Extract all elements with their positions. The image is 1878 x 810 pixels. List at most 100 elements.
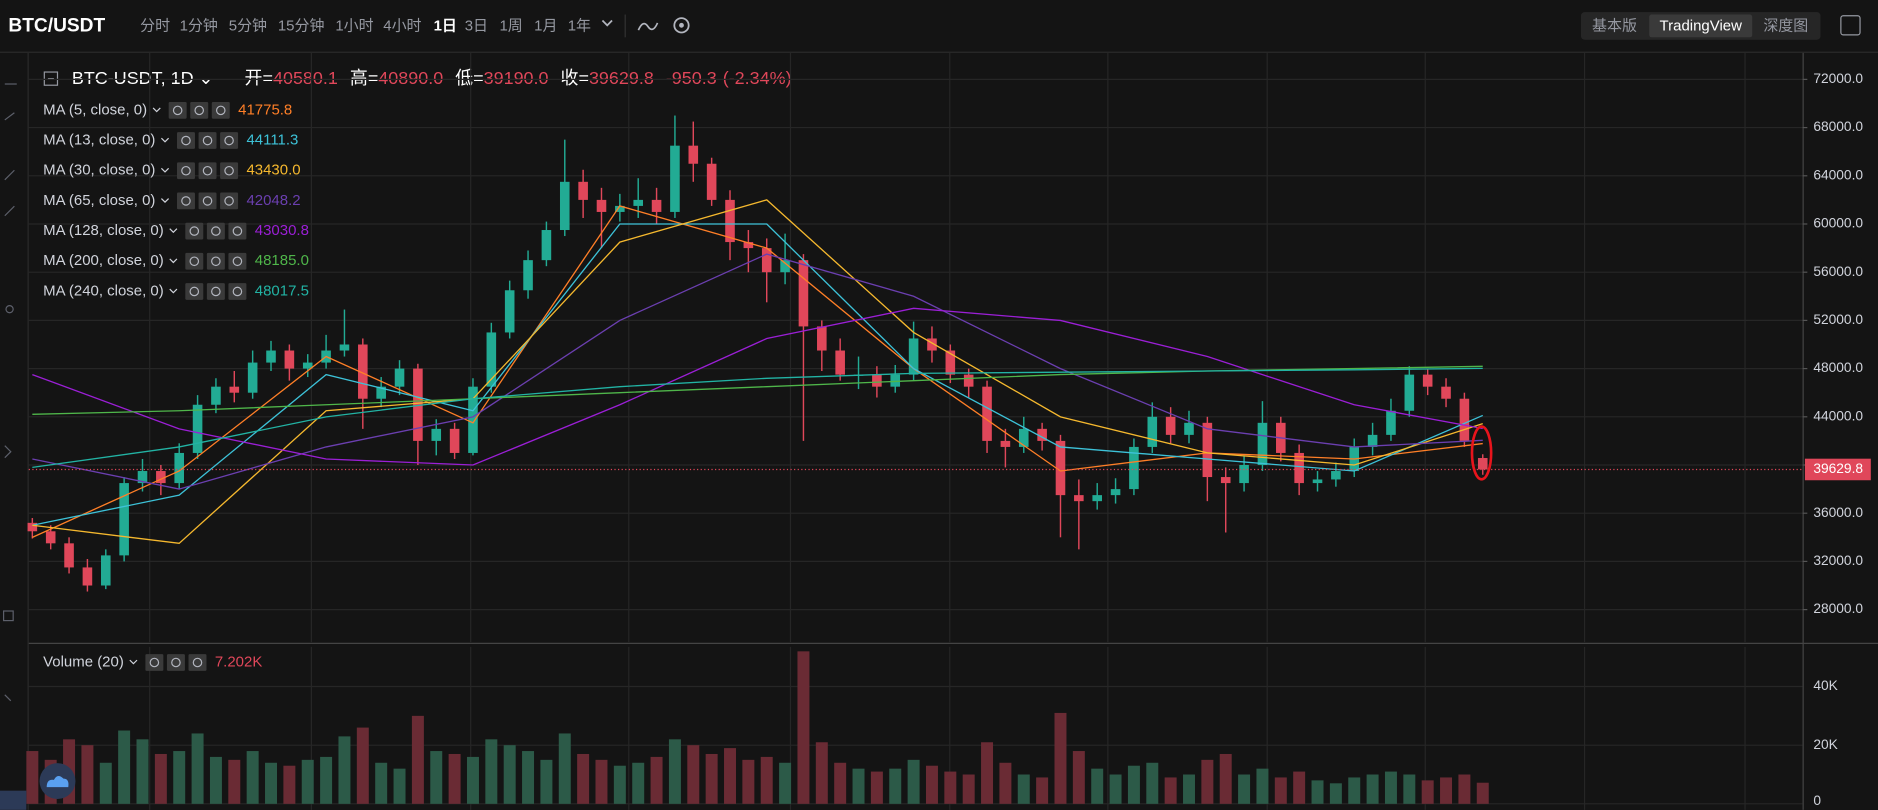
chevron[interactable] bbox=[169, 288, 178, 294]
view-button[interactable]: TradingView bbox=[1660, 17, 1743, 34]
more-intervals[interactable] bbox=[601, 19, 613, 27]
logo-cloud[interactable] bbox=[46, 775, 69, 788]
indicator-icon[interactable] bbox=[198, 132, 217, 149]
interval-button[interactable]: 1年 bbox=[568, 17, 591, 34]
indicator-icon-glyph[interactable] bbox=[194, 105, 205, 116]
indicator-icon-glyph[interactable] bbox=[202, 135, 213, 146]
view-button[interactable]: 基本版 bbox=[1592, 17, 1637, 34]
chevron[interactable] bbox=[169, 228, 178, 234]
tool-icon[interactable] bbox=[4, 112, 15, 121]
volume-bar bbox=[1293, 771, 1306, 804]
indicator-icon-glyph[interactable] bbox=[171, 657, 181, 668]
chevron[interactable] bbox=[160, 137, 170, 143]
gear[interactable] bbox=[673, 17, 690, 34]
indicator-icon-glyph[interactable] bbox=[211, 256, 221, 267]
volume-bar bbox=[1274, 777, 1287, 804]
indicator-icon-glyph[interactable] bbox=[211, 226, 221, 236]
indicator-icon-glyph[interactable] bbox=[224, 165, 234, 176]
indicator-icon[interactable] bbox=[228, 283, 247, 300]
indicator-icon[interactable] bbox=[185, 283, 204, 300]
indicator-icon[interactable] bbox=[168, 101, 187, 119]
indicator-icon[interactable] bbox=[220, 162, 239, 180]
collapse-button[interactable] bbox=[43, 71, 59, 86]
indicator-icon-glyph[interactable] bbox=[189, 286, 200, 297]
indicator-label[interactable]: Volume (20) bbox=[43, 653, 124, 670]
chevron[interactable] bbox=[152, 107, 161, 113]
chevron[interactable]: ⌄ bbox=[198, 68, 213, 88]
tool-icon[interactable] bbox=[4, 169, 15, 217]
indicator-icon[interactable] bbox=[228, 252, 247, 270]
indicator-icon-glyph[interactable] bbox=[149, 657, 160, 668]
indicator-icon[interactable] bbox=[220, 132, 239, 149]
indicator-icon[interactable] bbox=[166, 654, 185, 671]
indicator-icon-glyph[interactable] bbox=[172, 105, 183, 116]
indicator-icon-glyph[interactable] bbox=[215, 105, 226, 116]
indicator-icon-glyph[interactable] bbox=[192, 657, 203, 668]
indicator-icon[interactable] bbox=[188, 654, 207, 671]
indicator-icon-glyph[interactable] bbox=[232, 286, 243, 297]
indicator-icon-glyph[interactable] bbox=[224, 196, 234, 206]
interval-button[interactable]: 1周 bbox=[499, 17, 522, 34]
indicator-label[interactable]: MA (200, close, 0) bbox=[43, 252, 164, 269]
indicator-icon[interactable] bbox=[185, 252, 204, 270]
interval-button[interactable]: 1月 bbox=[534, 17, 557, 34]
indicator-icon[interactable] bbox=[190, 101, 209, 119]
indicator-icon[interactable] bbox=[145, 654, 164, 671]
indicator-icon[interactable] bbox=[220, 192, 239, 210]
tool-icon[interactable] bbox=[2, 610, 14, 622]
chevron[interactable] bbox=[160, 167, 170, 173]
interval-button[interactable]: 3日 bbox=[465, 17, 488, 34]
indicator-icon-glyph[interactable] bbox=[189, 226, 200, 236]
interval-button[interactable]: 4小时 bbox=[383, 17, 421, 34]
indicator-value: 48185.0 bbox=[255, 252, 309, 269]
indicator-icon-glyph[interactable] bbox=[181, 135, 191, 146]
tool-icon[interactable] bbox=[4, 445, 12, 459]
indicator-label[interactable]: MA (30, close, 0) bbox=[43, 162, 155, 179]
chevron[interactable] bbox=[129, 659, 138, 665]
tool-icon[interactable] bbox=[5, 304, 14, 314]
chevron[interactable] bbox=[169, 258, 178, 264]
chevron[interactable] bbox=[160, 198, 170, 203]
interval-button[interactable]: 分时 bbox=[140, 17, 170, 34]
volume-bar bbox=[136, 739, 149, 804]
interval-button[interactable]: 1日 bbox=[434, 17, 457, 34]
indicator-icon[interactable] bbox=[198, 162, 217, 180]
indicator-icon-glyph[interactable] bbox=[232, 256, 243, 267]
indicator-label[interactable]: MA (13, close, 0) bbox=[43, 132, 155, 149]
indicator-icon[interactable] bbox=[176, 192, 195, 210]
indicator-icon-glyph[interactable] bbox=[189, 256, 200, 267]
indicator-icon[interactable] bbox=[176, 132, 195, 149]
indicator-icon-glyph[interactable] bbox=[224, 135, 234, 146]
indicator-icon[interactable] bbox=[206, 283, 225, 300]
indicator-label[interactable]: MA (5, close, 0) bbox=[43, 101, 147, 118]
indicator-icon[interactable] bbox=[228, 222, 247, 240]
indicator-icon-glyph[interactable] bbox=[202, 165, 213, 176]
indicator-icon[interactable] bbox=[211, 101, 230, 119]
indicator-icon[interactable] bbox=[206, 222, 225, 240]
indicator-icon-glyph[interactable] bbox=[181, 196, 191, 206]
indicator-label[interactable]: MA (240, close, 0) bbox=[43, 282, 164, 299]
logo[interactable] bbox=[39, 763, 76, 800]
indicator-icon[interactable] bbox=[176, 162, 195, 180]
fullscreen-button[interactable] bbox=[1840, 15, 1861, 36]
indicator-icon-glyph[interactable] bbox=[181, 165, 191, 176]
view-button[interactable]: 深度图 bbox=[1763, 17, 1808, 34]
interval-button[interactable]: 15分钟 bbox=[278, 17, 325, 34]
interval-button[interactable]: 1小时 bbox=[335, 17, 373, 34]
indicator-icon-glyph[interactable] bbox=[202, 196, 213, 206]
indicator-icon[interactable] bbox=[185, 222, 204, 240]
indicator-button[interactable] bbox=[637, 22, 659, 31]
symbol[interactable]: BTC/USDT bbox=[8, 16, 105, 37]
interval-button[interactable]: 1分钟 bbox=[180, 17, 218, 34]
interval-button[interactable]: 5分钟 bbox=[229, 17, 267, 34]
indicator-icon-glyph[interactable] bbox=[211, 286, 221, 297]
indicator-value: 7.202K bbox=[215, 653, 262, 670]
indicator-label[interactable]: MA (65, close, 0) bbox=[43, 192, 155, 209]
gear-center[interactable] bbox=[679, 22, 684, 28]
indicator-icon[interactable] bbox=[206, 252, 225, 270]
indicator-icon-glyph[interactable] bbox=[232, 226, 243, 236]
indicator-label[interactable]: MA (128, close, 0) bbox=[43, 222, 164, 239]
indicator-icon[interactable] bbox=[198, 192, 217, 210]
settings-button[interactable] bbox=[673, 17, 690, 34]
tool-icon[interactable] bbox=[4, 694, 12, 702]
